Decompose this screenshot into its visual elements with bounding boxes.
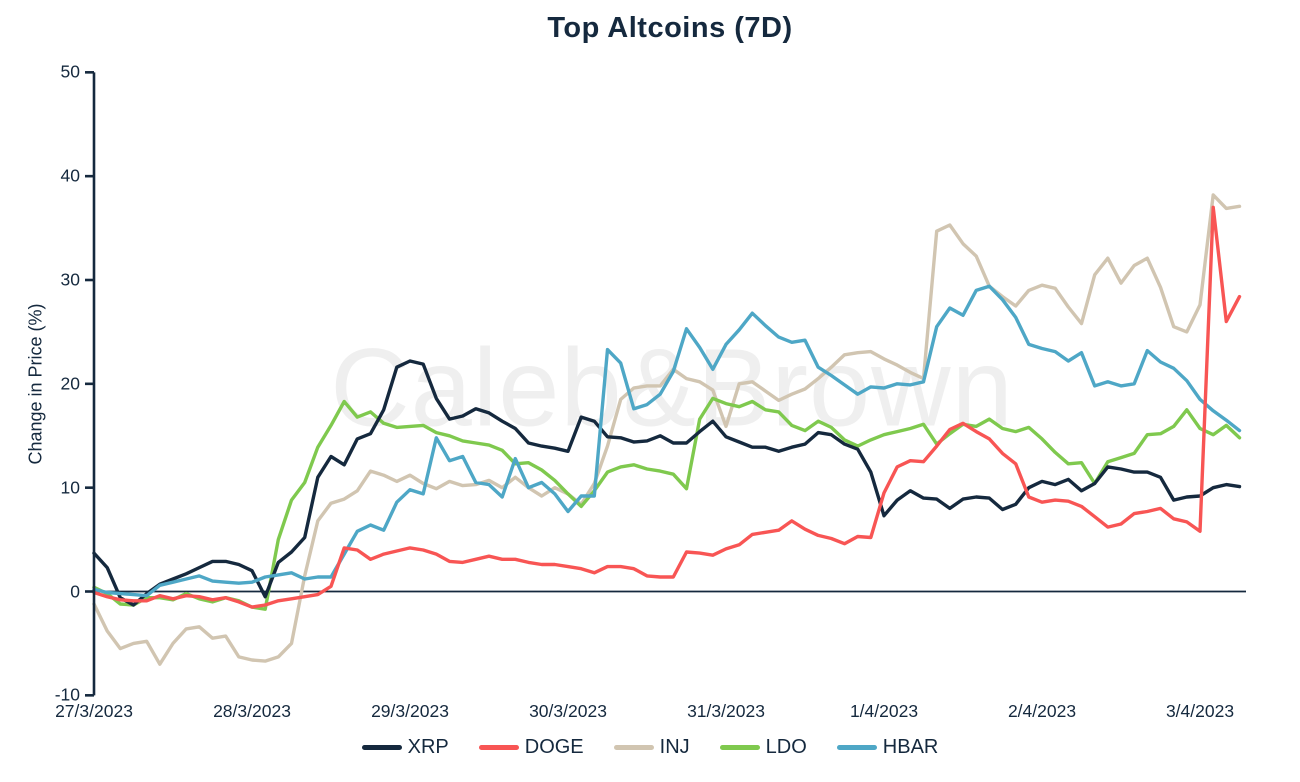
legend-item-xrp: XRP [361,736,449,759]
watermark: Caleb&Brown [330,326,1014,450]
legend-label-inj: INJ [659,736,690,758]
x-tick-label: 1/4/2023 [849,701,919,721]
series-line-xrp [92,359,1242,607]
legend-label-xrp: XRP [407,736,449,758]
legend-item-inj: INJ [613,736,690,759]
y-tick-label: 40 [60,165,80,186]
x-tick-label: 29/3/2023 [371,701,449,721]
series-line-hbar [92,284,1242,598]
series-line-doge [92,205,1242,609]
series-line-ldo [92,396,1242,611]
legend-swatch-inj [613,745,654,750]
legend-swatch-xrp [361,745,402,750]
x-tick-label: 27/3/2023 [55,701,133,721]
chart-title: Top Altcoins (7D) [547,12,793,44]
y-tick-label: -10 [54,684,80,705]
legend: XRP DOGE INJ LDO HBAR [0,736,1300,759]
y-tick-label: 10 [60,477,80,498]
legend-label-hbar: HBAR [882,736,939,758]
legend-swatch-doge [478,745,519,750]
y-tick-label: 20 [60,373,80,394]
legend-item-hbar: HBAR [836,736,939,759]
x-tick-label: 28/3/2023 [213,701,291,721]
x-tick-label: 30/3/2023 [529,701,607,721]
legend-swatch-ldo [719,745,760,750]
x-tick-label: 31/3/2023 [687,701,765,721]
legend-swatch-hbar [836,745,877,750]
y-tick-label: 30 [60,269,80,290]
legend-item-ldo: LDO [719,736,807,759]
legend-label-doge: DOGE [524,736,584,758]
legend-item-doge: DOGE [478,736,584,759]
legend-label-ldo: LDO [765,736,807,758]
x-tick-label: 2/4/2023 [1007,701,1077,721]
y-tick-label: 50 [60,61,80,82]
series-line-inj [92,193,1242,666]
x-tick-label: 3/4/2023 [1165,701,1235,721]
y-tick-label: 0 [70,581,80,601]
